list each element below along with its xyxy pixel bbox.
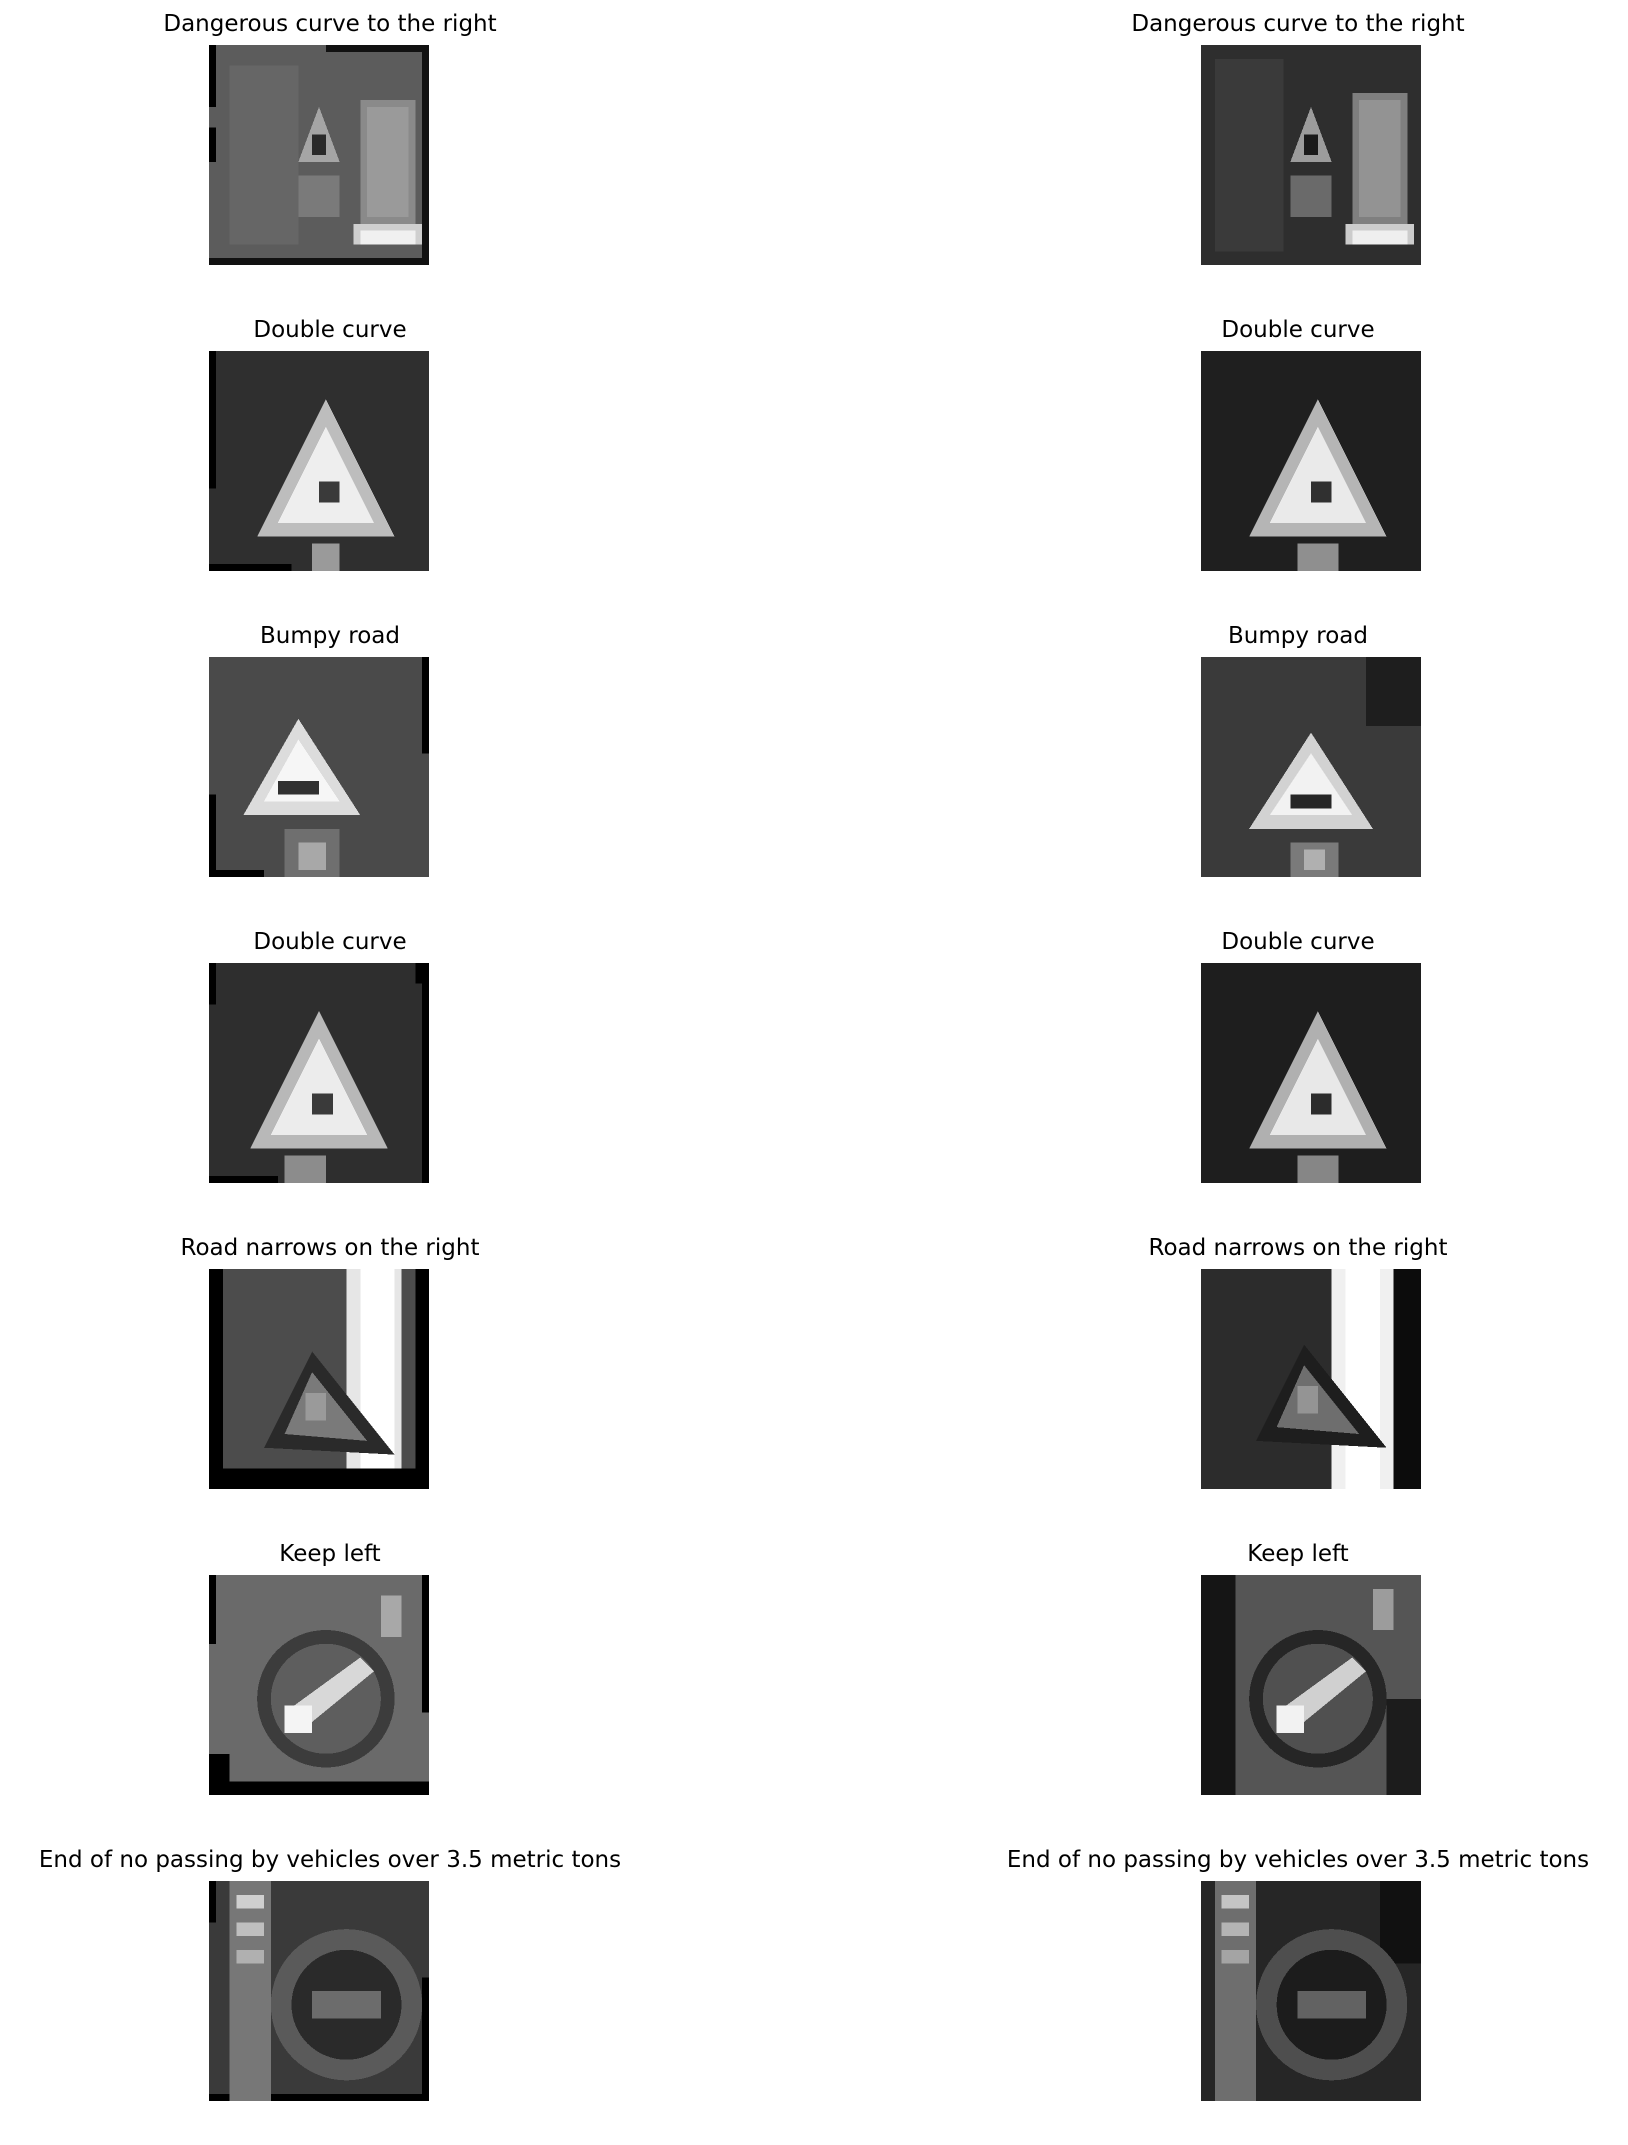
traffic-sign-image-icon (1201, 1269, 1421, 1489)
cell-row-5-left: Road narrows on the right (0, 1224, 660, 1494)
traffic-sign-image-icon (1201, 1575, 1421, 1795)
cell-title: End of no passing by vehicles over 3.5 m… (1006, 1847, 1590, 1873)
traffic-sign-image-icon (209, 657, 429, 877)
cell-row-2-right: Double curve (968, 306, 1628, 576)
cell-row-7-left: End of no passing by vehicles over 3.5 m… (0, 1836, 660, 2106)
cell-row-3-left: Bumpy road (0, 612, 660, 882)
traffic-sign-image-icon (209, 351, 429, 571)
cell-title: Road narrows on the right (1148, 1235, 1448, 1261)
traffic-sign-image-icon (1201, 45, 1421, 265)
cell-row-2-left: Double curve (0, 306, 660, 576)
cell-title: Double curve (253, 317, 407, 343)
cell-row-6-right: Keep left (968, 1530, 1628, 1800)
traffic-sign-image-icon (209, 1269, 429, 1489)
cell-row-3-right: Bumpy road (968, 612, 1628, 882)
cell-title: Bumpy road (260, 623, 400, 649)
traffic-sign-image-icon (209, 1881, 429, 2101)
cell-title: Keep left (279, 1541, 381, 1567)
cell-title: Keep left (1247, 1541, 1349, 1567)
traffic-sign-image-icon (209, 45, 429, 265)
traffic-sign-image-icon (209, 1575, 429, 1795)
cell-title: Bumpy road (1228, 623, 1368, 649)
cell-title: End of no passing by vehicles over 3.5 m… (38, 1847, 622, 1873)
cell-title: Double curve (253, 929, 407, 955)
cell-row-6-left: Keep left (0, 1530, 660, 1800)
cell-title: Road narrows on the right (180, 1235, 480, 1261)
traffic-sign-image-icon (1201, 657, 1421, 877)
cell-title: Dangerous curve to the right (163, 11, 497, 37)
cell-row-4-left: Double curve (0, 918, 660, 1188)
cell-row-1-right: Dangerous curve to the right (968, 0, 1628, 270)
cell-row-5-right: Road narrows on the right (968, 1224, 1628, 1494)
traffic-sign-image-icon (1201, 351, 1421, 571)
cell-row-7-right: End of no passing by vehicles over 3.5 m… (968, 1836, 1628, 2106)
cell-title: Double curve (1221, 317, 1375, 343)
cell-row-4-right: Double curve (968, 918, 1628, 1188)
cell-title: Double curve (1221, 929, 1375, 955)
traffic-sign-image-icon (1201, 1881, 1421, 2101)
traffic-sign-image-icon (209, 963, 429, 1183)
cell-row-1-left: Dangerous curve to the right (0, 0, 660, 270)
cell-title: Dangerous curve to the right (1131, 11, 1465, 37)
traffic-sign-image-icon (1201, 963, 1421, 1183)
